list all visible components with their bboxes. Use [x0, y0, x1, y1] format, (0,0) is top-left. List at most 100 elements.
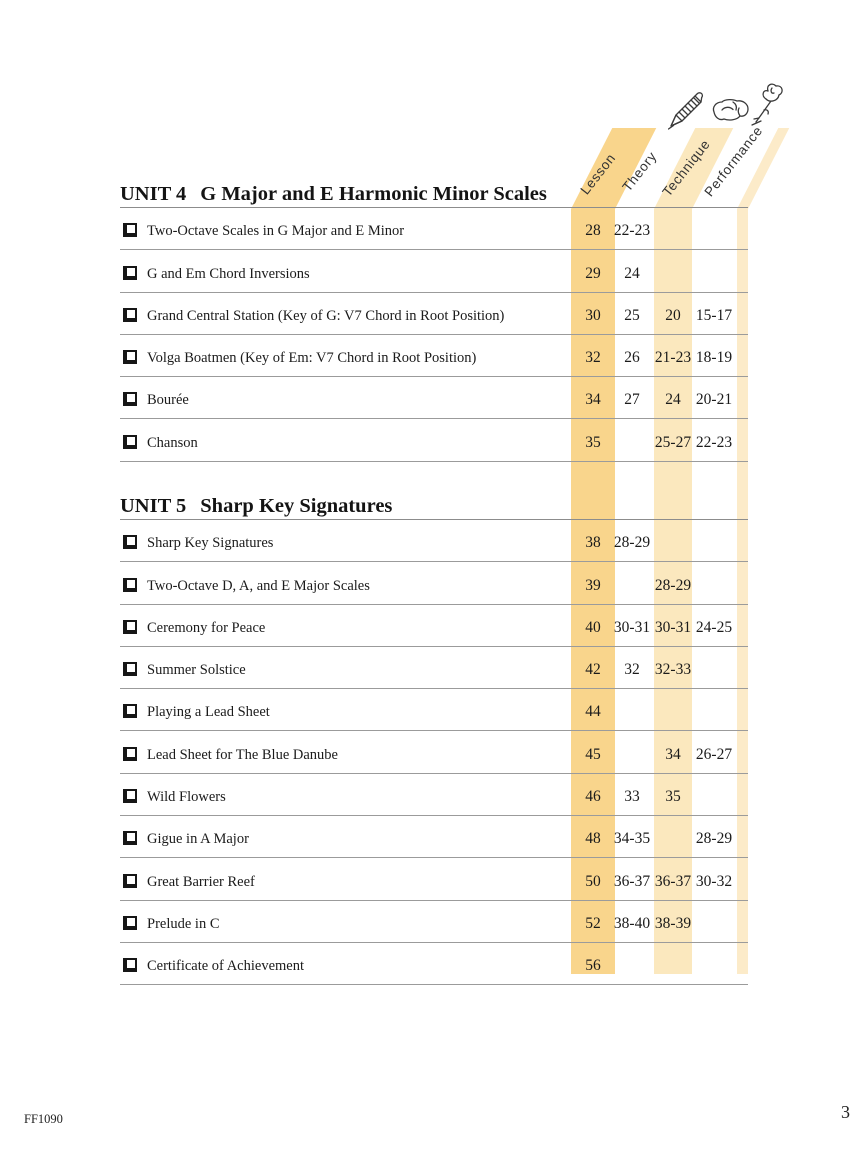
toc-row: Grand Central Station (Key of G: V7 Chor… — [120, 293, 748, 335]
row-title: Great Barrier Reef — [147, 873, 255, 890]
row-title: Wild Flowers — [147, 789, 226, 806]
checkbox-icon[interactable] — [123, 307, 137, 322]
page-number: 3 — [841, 1102, 850, 1122]
performance-page: 22-23 — [695, 433, 733, 451]
theory-page: 36-37 — [613, 872, 651, 890]
theory-page: 26 — [624, 349, 640, 367]
lesson-page: 35 — [585, 433, 601, 451]
unit-section: UNIT 5 Sharp Key Signatures Sharp Key Sig… — [120, 494, 748, 986]
publisher-code: FF1090 — [24, 1112, 63, 1126]
theory-page: 27 — [624, 391, 640, 409]
toc-row: Summer Solstice 42 32 32-33 — [120, 647, 748, 690]
lesson-page: 42 — [585, 661, 601, 679]
checkbox-icon[interactable] — [123, 350, 137, 365]
lesson-page: 56 — [585, 957, 601, 975]
row-title: Gigue in A Major — [147, 831, 249, 848]
checkbox-icon[interactable] — [123, 789, 137, 804]
lesson-page: 38 — [585, 534, 601, 552]
lesson-page: 48 — [585, 830, 601, 848]
unit-heading: UNIT 5 Sharp Key Signatures — [120, 494, 748, 520]
technique-page: 36-37 — [654, 872, 692, 890]
checkbox-icon[interactable] — [123, 915, 137, 930]
unit-number: UNIT 4 — [120, 183, 187, 205]
lesson-page: 32 — [585, 349, 601, 367]
checkbox-icon[interactable] — [123, 223, 137, 238]
checkbox-icon[interactable] — [123, 619, 137, 634]
row-title: Chanson — [147, 434, 198, 451]
unit-section: UNIT 4 G Major and E Harmonic Minor Scale… — [120, 182, 748, 462]
pencil-icon — [668, 88, 706, 130]
technique-page: 32-33 — [654, 661, 692, 679]
performance-page: 20-21 — [695, 391, 733, 409]
technique-page: 20 — [665, 306, 681, 324]
row-title: Two-Octave D, A, and E Major Scales — [147, 577, 370, 594]
toc-row: Lead Sheet for The Blue Danube 45 34 26-… — [120, 731, 748, 774]
hand-icon — [711, 97, 751, 124]
theory-page: 30-31 — [613, 618, 651, 636]
technique-page: 28-29 — [654, 576, 692, 594]
lesson-column-band — [571, 209, 615, 974]
toc-row: Ceremony for Peace 40 30-31 30-31 24-25 — [120, 605, 748, 647]
row-title: Two-Octave Scales in G Major and E Minor — [147, 223, 405, 240]
checkbox-icon[interactable] — [123, 831, 137, 846]
performance-page: 30-32 — [695, 872, 733, 890]
performance-page: 15-17 — [695, 306, 733, 324]
right-edge-band — [737, 209, 748, 974]
toc-row: Two-Octave D, A, and E Major Scales 39 2… — [120, 562, 748, 605]
technique-page: 25-27 — [654, 433, 692, 451]
row-title: Sharp Key Signatures — [147, 535, 274, 552]
row-title: Grand Central Station (Key of G: V7 Chor… — [147, 307, 505, 324]
performance-page: 24-25 — [695, 618, 733, 636]
technique-page: 30-31 — [654, 618, 692, 636]
toc-row: Volga Boatmen (Key of Em: V7 Chord in Ro… — [120, 335, 748, 378]
lesson-page: 29 — [585, 264, 601, 282]
toc-row: Playing a Lead Sheet 44 — [120, 689, 748, 732]
checkbox-icon[interactable] — [123, 958, 137, 973]
row-title: Playing a Lead Sheet — [147, 704, 270, 721]
row-title: G and Em Chord Inversions — [147, 265, 310, 282]
row-title: Bourée — [147, 392, 189, 409]
theory-page: 22-23 — [613, 222, 651, 240]
checkbox-icon[interactable] — [123, 535, 137, 550]
unit-title: Sharp Key Signatures — [200, 495, 393, 517]
row-title: Ceremony for Peace — [147, 619, 266, 636]
lesson-page: 34 — [585, 391, 601, 409]
rose-icon — [750, 80, 794, 128]
technique-page: 35 — [665, 788, 681, 806]
checkbox-icon[interactable] — [123, 265, 137, 280]
checkbox-icon[interactable] — [123, 662, 137, 677]
theory-page: 28-29 — [613, 534, 651, 552]
theory-page: 38-40 — [613, 914, 651, 932]
technique-page: 38-39 — [654, 914, 692, 932]
performance-page: 18-19 — [695, 349, 733, 367]
lesson-page: 39 — [585, 576, 601, 594]
row-title: Volga Boatmen (Key of Em: V7 Chord in Ro… — [147, 350, 477, 367]
checkbox-icon[interactable] — [123, 873, 137, 888]
lesson-page: 52 — [585, 914, 601, 932]
row-title: Lead Sheet for The Blue Danube — [147, 746, 338, 763]
technique-column-band — [654, 209, 692, 974]
lesson-page: 28 — [585, 222, 601, 240]
unit-heading: UNIT 4 G Major and E Harmonic Minor Scale… — [120, 182, 748, 208]
technique-page: 34 — [665, 745, 681, 763]
unit-title: G Major and E Harmonic Minor Scales — [200, 183, 547, 205]
technique-page: 24 — [665, 391, 681, 409]
lesson-page: 50 — [585, 872, 601, 890]
checkbox-icon[interactable] — [123, 577, 137, 592]
checkbox-icon[interactable] — [123, 704, 137, 719]
checkbox-icon[interactable] — [123, 434, 137, 449]
toc-row: G and Em Chord Inversions 29 24 — [120, 250, 748, 293]
toc-row: Wild Flowers 46 33 35 — [120, 774, 748, 817]
lesson-page: 30 — [585, 306, 601, 324]
unit-rows: Two-Octave Scales in G Major and E Minor… — [120, 208, 748, 462]
toc-row: Prelude in C 52 38-40 38-39 — [120, 901, 748, 943]
toc-row: Chanson 35 25-27 22-23 — [120, 419, 748, 462]
performance-page: 28-29 — [695, 830, 733, 848]
row-title: Certificate of Achievement — [147, 958, 305, 975]
theory-page: 25 — [624, 306, 640, 324]
toc-row: Two-Octave Scales in G Major and E Minor… — [120, 208, 748, 251]
toc-row: Sharp Key Signatures 38 28-29 — [120, 520, 748, 563]
checkbox-icon[interactable] — [123, 392, 137, 407]
checkbox-icon[interactable] — [123, 746, 137, 761]
